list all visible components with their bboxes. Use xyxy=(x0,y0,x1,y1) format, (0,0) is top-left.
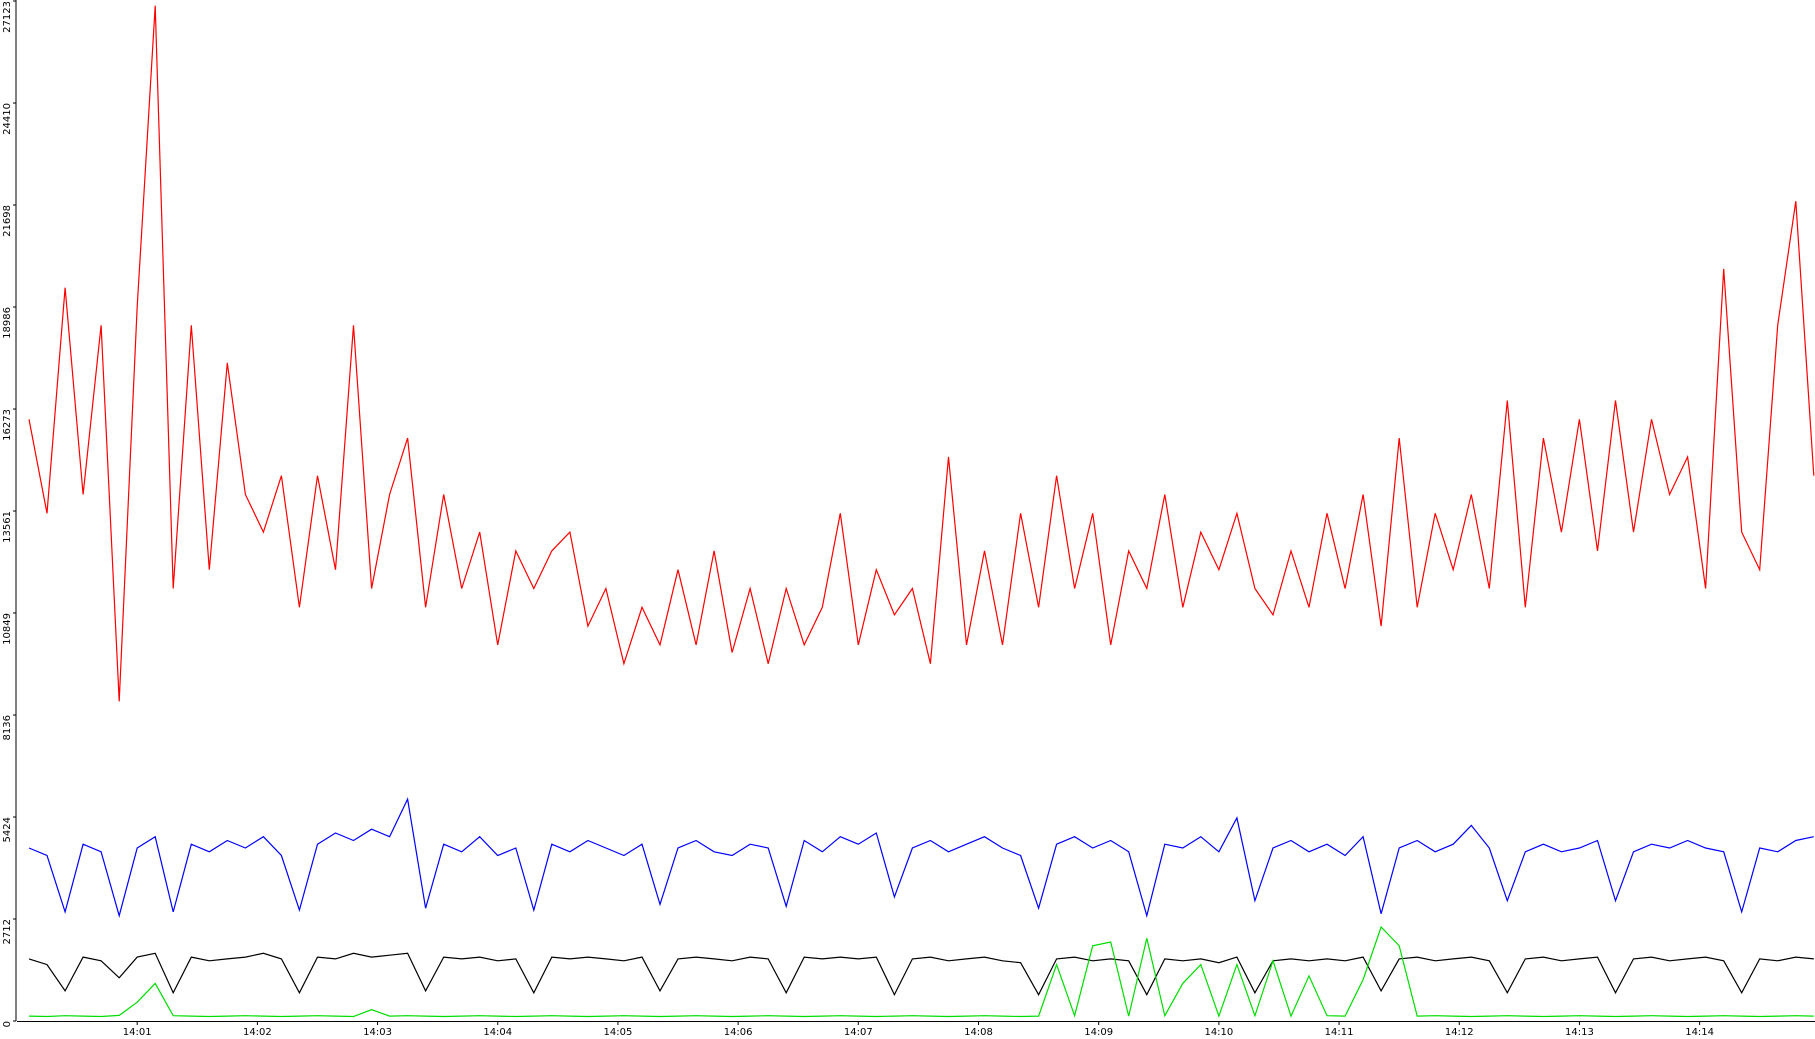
x-tick-label: 14:08 xyxy=(964,1027,993,1038)
x-tick-label: 14:13 xyxy=(1565,1027,1594,1038)
series-line xyxy=(28,952,1814,997)
y-tick-label: 10849 xyxy=(2,613,13,645)
y-tick-label: 21698 xyxy=(2,205,13,237)
series-line xyxy=(28,797,1814,919)
x-tick-label: 14:05 xyxy=(604,1027,633,1038)
x-tick-label: 14:11 xyxy=(1325,1027,1354,1038)
series-line xyxy=(28,5,1815,702)
x-tick-label: 14:10 xyxy=(1204,1027,1233,1038)
x-tick-label: 14:09 xyxy=(1084,1027,1113,1038)
x-tick-label: 14:04 xyxy=(483,1027,512,1038)
x-tick-label: 14:03 xyxy=(363,1027,392,1038)
y-tick-label: 8136 xyxy=(2,715,13,740)
x-tick-label: 14:14 xyxy=(1685,1027,1714,1038)
y-tick-label: 18986 xyxy=(2,307,13,339)
x-tick-label: 14:12 xyxy=(1445,1027,1474,1038)
series-line xyxy=(28,925,1814,1018)
y-tick-label: 24410 xyxy=(2,103,13,135)
y-tick-label: 2712 xyxy=(2,919,13,944)
y-tick-label: 5424 xyxy=(2,817,13,842)
x-tick-label: 14:06 xyxy=(724,1027,753,1038)
x-tick-label: 14:07 xyxy=(844,1027,873,1038)
y-tick-label: 0 xyxy=(2,1021,13,1027)
y-tick-label: 27123 xyxy=(2,1,13,33)
x-tick-label: 14:01 xyxy=(123,1027,152,1038)
y-tick-label: 16273 xyxy=(2,409,13,441)
y-tick-label: 13561 xyxy=(2,511,13,543)
x-tick-label: 14:02 xyxy=(243,1027,272,1038)
